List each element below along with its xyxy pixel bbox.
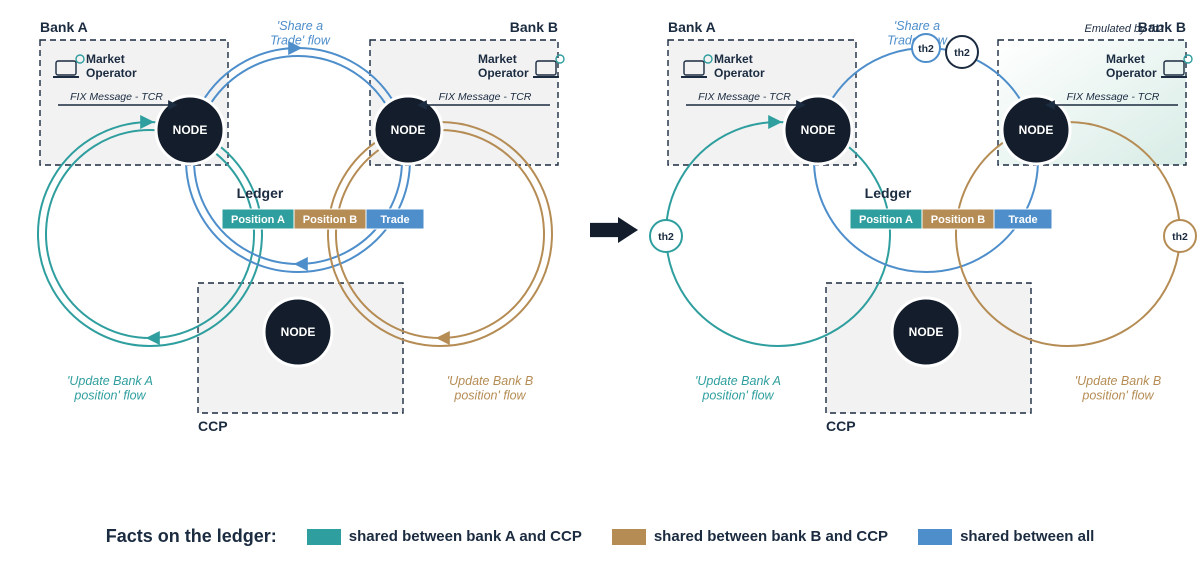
legend-item-2: shared between all [918,528,1094,545]
svg-text:Position B: Position B [931,214,985,226]
svg-text:NODE: NODE [1019,123,1054,137]
svg-text:th2: th2 [658,231,674,243]
transition-arrow [590,217,638,243]
svg-text:Trade: Trade [1008,214,1037,226]
svg-text:Ledger: Ledger [865,185,912,201]
legend-swatch-0 [307,529,341,545]
svg-text:th2: th2 [918,43,934,55]
svg-text:Position B: Position B [303,214,357,226]
svg-text:Bank A: Bank A [668,19,716,35]
svg-text:NODE: NODE [909,325,944,339]
legend-item-0: shared between bank A and CCP [307,528,582,545]
diagram-right: Bank ABank BEmulated by th2CCPLedgerPosi… [650,19,1196,434]
svg-text:NODE: NODE [173,123,208,137]
diagram-left: Bank A Bank B CCP Ledger Position A Position … [38,19,564,434]
svg-text:FIX Message - TCR: FIX Message - TCR [70,91,163,103]
svg-text:NODE: NODE [801,123,836,137]
svg-text:Position A: Position A [859,214,913,226]
svg-text:'Update Bank Aposition' flow: 'Update Bank Aposition' flow [67,374,153,402]
svg-text:Trade: Trade [380,214,409,226]
svg-text:'Update Bank Bposition' flow: 'Update Bank Bposition' flow [447,374,533,402]
svg-text:FIX Message - TCR: FIX Message - TCR [698,91,791,103]
svg-text:'Update Bank Aposition' flow: 'Update Bank Aposition' flow [695,374,781,402]
svg-text:Bank B: Bank B [510,19,558,35]
svg-text:CCP: CCP [198,418,228,434]
legend: Facts on the ledger: shared between bank… [0,526,1200,547]
svg-text:'Update Bank Bposition' flow: 'Update Bank Bposition' flow [1075,374,1161,402]
svg-text:NODE: NODE [391,123,426,137]
svg-text:th2: th2 [954,47,970,59]
svg-text:Bank A: Bank A [40,19,88,35]
diagram-canvas: Bank A Bank B CCP Ledger Position A Position … [0,0,1200,565]
svg-text:th2: th2 [1172,231,1188,243]
legend-swatch-1 [612,529,646,545]
svg-text:FIX Message - TCR: FIX Message - TCR [439,91,532,103]
legend-swatch-2 [918,529,952,545]
svg-text:Position A: Position A [231,214,285,226]
svg-text:Emulated by th2: Emulated by th2 [1085,23,1165,35]
svg-text:FIX Message - TCR: FIX Message - TCR [1067,91,1160,103]
svg-text:'Share aTrade' flow: 'Share aTrade' flow [270,19,331,47]
svg-text:CCP: CCP [826,418,856,434]
legend-title: Facts on the ledger: [106,526,277,547]
legend-item-1: shared between bank B and CCP [612,528,888,545]
svg-text:Ledger: Ledger [237,185,284,201]
svg-text:NODE: NODE [281,325,316,339]
